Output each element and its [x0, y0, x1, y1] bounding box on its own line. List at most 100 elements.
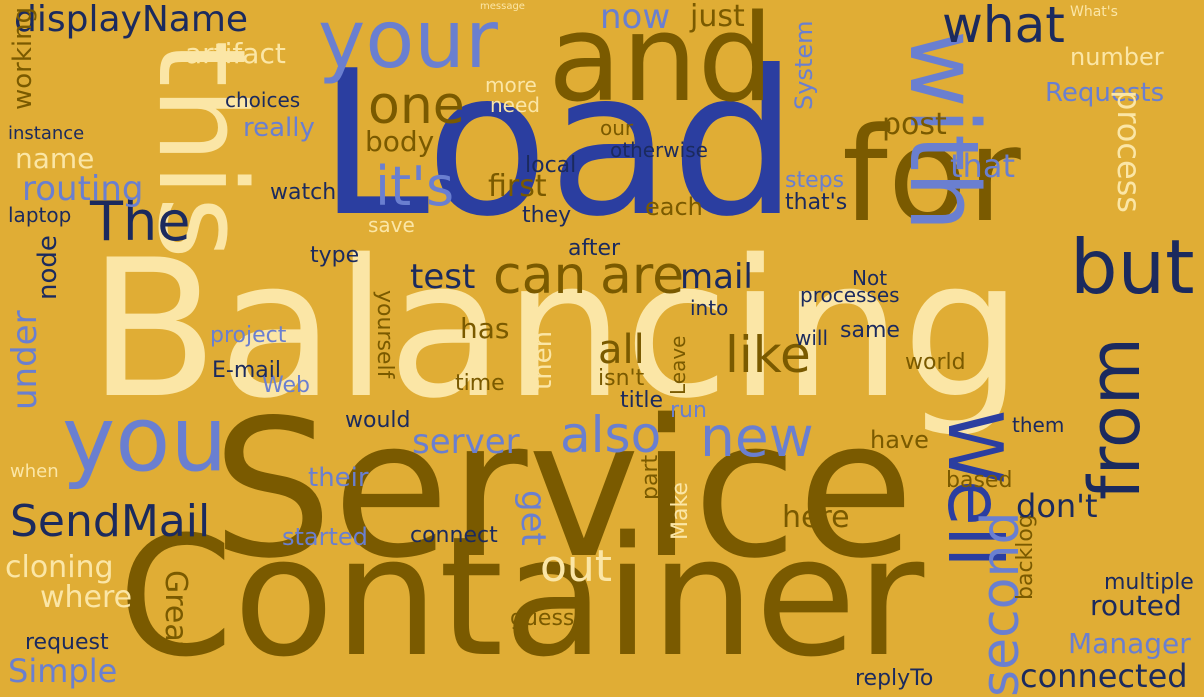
word-will: will — [795, 326, 829, 350]
word-guess: guess — [510, 606, 575, 631]
word-choices: choices — [225, 88, 301, 112]
word-container: Container — [118, 501, 925, 693]
word-thats: that's — [785, 190, 848, 215]
word-instance: instance — [8, 123, 85, 144]
word-more: more — [485, 73, 537, 97]
word-post: post — [882, 107, 947, 142]
word-but: but — [1070, 223, 1195, 311]
word-server: server — [412, 422, 520, 462]
word-under: under — [5, 310, 45, 410]
word-type: type — [310, 243, 360, 268]
word-here: here — [782, 500, 850, 535]
word-service: Service — [212, 379, 915, 600]
word-the: The — [90, 190, 191, 253]
word-for: for — [842, 99, 1021, 251]
word-now: now — [600, 0, 671, 37]
word-replyto: replyTo — [855, 666, 934, 691]
word-system: System — [790, 20, 818, 111]
word-based: based — [946, 468, 1013, 493]
word-message: message — [480, 1, 525, 12]
word-save: save — [368, 213, 415, 237]
word-working: working — [8, 6, 38, 110]
word-processes: processes — [800, 283, 900, 307]
word-all: all — [598, 327, 645, 373]
word-and: and — [548, 0, 774, 129]
word-not: Not — [852, 266, 888, 290]
word-out: out — [540, 541, 613, 592]
word-displayname: displayName — [14, 0, 249, 40]
word-them: them — [1012, 413, 1065, 437]
word-test: test — [410, 257, 476, 297]
word-multiple: multiple — [1104, 570, 1194, 595]
word-routing: routing — [22, 169, 144, 209]
word-that: that — [950, 147, 1015, 185]
word-cloning: cloning — [5, 550, 114, 585]
word-into: into — [690, 296, 729, 320]
word-their: their — [308, 463, 369, 493]
word-you: you — [62, 387, 228, 492]
word-name: name — [15, 142, 95, 175]
word-leave: Leave — [666, 335, 690, 396]
word-artifact: artifact — [185, 37, 286, 70]
word-make: Make — [668, 482, 693, 540]
word-watch: watch — [270, 180, 337, 205]
word-have: have — [870, 426, 929, 454]
word-backlog: backlog — [1013, 514, 1038, 600]
word-would: would — [345, 408, 411, 433]
word-each: each — [645, 193, 703, 221]
word-what: what — [942, 0, 1065, 54]
word-load: Load — [318, 28, 798, 261]
word-get: get — [513, 490, 553, 546]
word-also: also — [560, 406, 662, 464]
word-run: run — [670, 398, 707, 423]
word-started: started — [282, 523, 368, 551]
word-sendmail: SendMail — [10, 496, 211, 547]
word-title: title — [620, 388, 664, 413]
word-mail: mail — [680, 257, 753, 297]
word-dont: don't — [1016, 487, 1098, 525]
word-local: local — [525, 153, 577, 178]
word-laptop: laptop — [8, 203, 72, 227]
word-request: request — [25, 630, 109, 655]
word-one: one — [368, 76, 465, 136]
word-number: number — [1070, 43, 1164, 71]
word-part: part — [638, 454, 663, 500]
word-body: body — [365, 125, 435, 158]
word-your: your — [318, 0, 498, 86]
word-manager: Manager — [1068, 627, 1191, 660]
word-routed: routed — [1090, 589, 1182, 622]
word-after: after — [568, 236, 621, 261]
word-world: world — [905, 350, 966, 375]
word-really: really — [243, 113, 315, 143]
word-connect: connect — [410, 523, 498, 548]
word-connected: connected — [1020, 657, 1188, 695]
word-otherwise: otherwise — [610, 138, 708, 162]
word-they: they — [522, 203, 572, 228]
word-are: are — [600, 246, 685, 306]
word-first: first — [488, 169, 547, 204]
word-yourself: yourself — [372, 290, 397, 379]
word-has: has — [460, 312, 510, 345]
word-from: from — [1074, 337, 1156, 500]
word-isnt: isn't — [598, 366, 645, 391]
word-simple: Simple — [8, 652, 118, 690]
word-its: it's — [375, 155, 455, 218]
word-when: when — [10, 461, 59, 482]
word-steps: steps — [785, 168, 845, 193]
word-great: Great — [158, 570, 193, 654]
word-balancing: Balancing — [88, 219, 1023, 440]
word-new: new — [700, 405, 814, 469]
word-same: same — [840, 318, 900, 343]
word-node: node — [33, 235, 63, 300]
word-just: just — [690, 0, 745, 34]
word-whats: What's — [1070, 4, 1118, 20]
word-our: our — [600, 116, 634, 140]
word-need: need — [490, 93, 540, 117]
word-process: process — [1110, 90, 1148, 213]
word-where: where — [40, 580, 133, 615]
word-project: project — [210, 323, 287, 348]
word-like: like — [725, 326, 811, 384]
word-email: E-mail — [212, 358, 281, 383]
word-then: then — [528, 330, 558, 390]
